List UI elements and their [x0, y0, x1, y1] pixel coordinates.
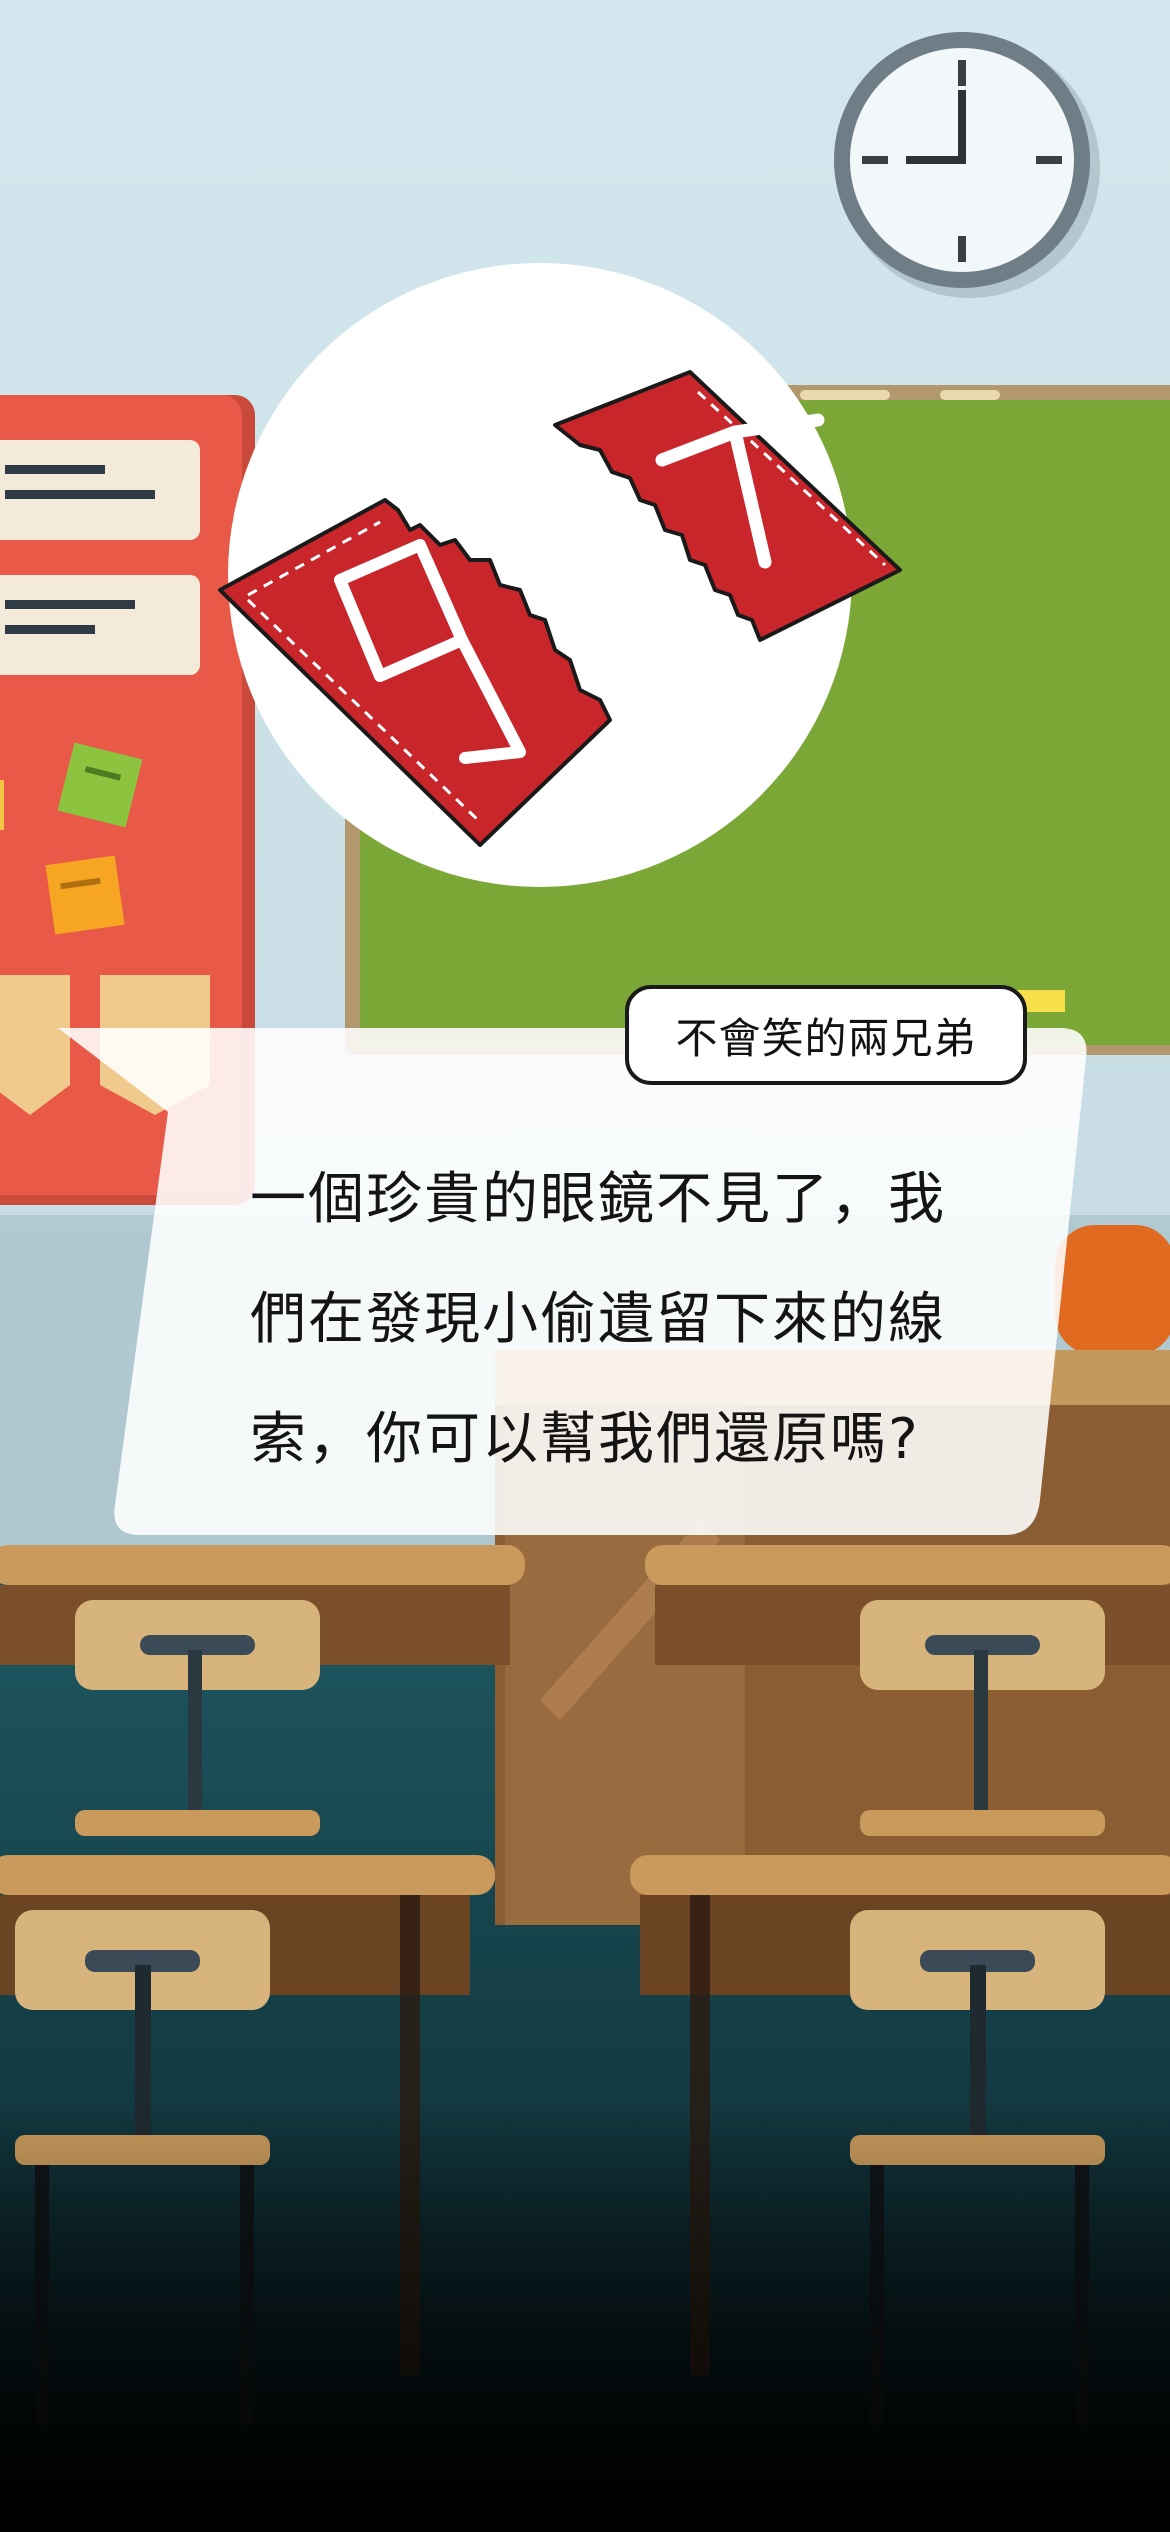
dialog-line: 一個珍貴的眼鏡不見了，我	[250, 1167, 946, 1232]
torn-ticket-left: 9	[218, 498, 612, 847]
dialog-line: 們在發現小偷遺留下來的線	[250, 1287, 946, 1352]
speech-bubble	[58, 1028, 1087, 1535]
speaker-name: 不會笑的兩兄弟	[675, 1013, 977, 1063]
wall-clock-icon	[834, 32, 1100, 298]
bulletin-board	[0, 395, 255, 1205]
chair-back	[1055, 1225, 1170, 1355]
dialog-text[interactable]: 一個珍貴的眼鏡不見了，我 們在發現小偷遺留下來的線 索，你可以幫我們還原嗎?	[250, 1140, 990, 1500]
sticky-note-icon	[0, 742, 143, 935]
dialog-line: 索，你可以幫我們還原嗎?	[250, 1407, 920, 1472]
speaker-name-tag: 不會笑的兩兄弟	[625, 985, 1027, 1085]
torn-ticket-right: 7	[553, 370, 902, 642]
